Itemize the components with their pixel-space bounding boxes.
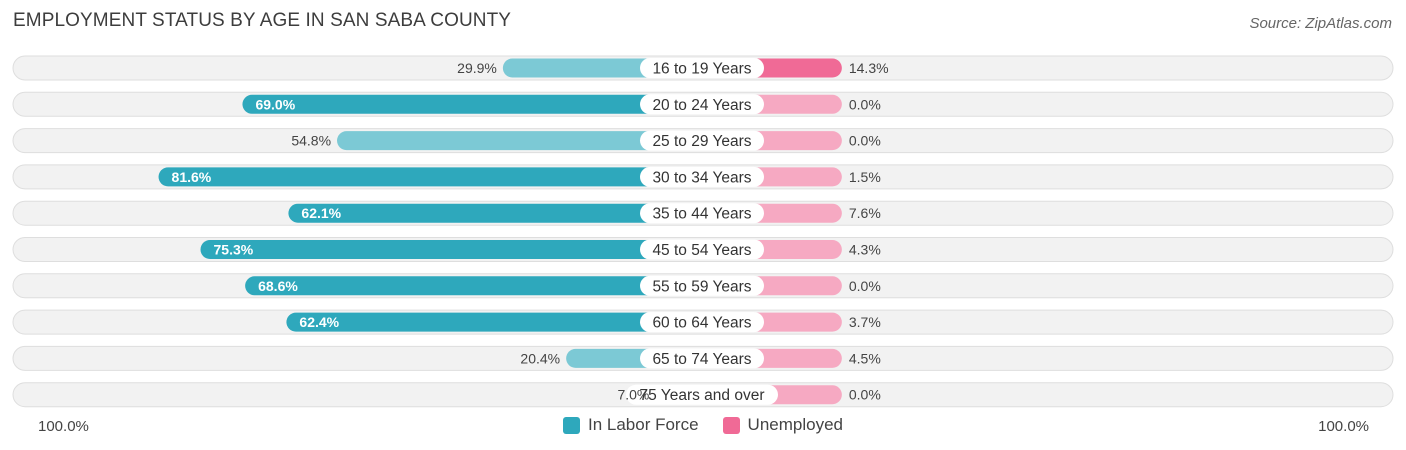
labor-force-value-6: 75.3% <box>214 242 254 258</box>
category-pill-9 <box>640 348 764 369</box>
category-pill-6 <box>640 239 764 260</box>
category-pill-5 <box>640 203 764 224</box>
labor-force-value-1: 29.9% <box>457 60 497 76</box>
category-pill-7 <box>640 275 764 296</box>
legend: In Labor Force Unemployed <box>0 415 1406 435</box>
category-pill-4 <box>640 166 764 187</box>
unemployed-value-5: 7.6% <box>849 205 881 221</box>
unemployed-value-2: 0.0% <box>849 96 881 112</box>
category-label-7: 55 to 59 Years <box>652 278 751 295</box>
unemployed-value-4: 1.5% <box>849 169 881 185</box>
category-label-6: 45 to 54 Years <box>652 242 751 259</box>
labor-force-value-4: 81.6% <box>172 169 212 185</box>
labor-force-value-8: 62.4% <box>299 314 339 330</box>
labor-force-value-3: 54.8% <box>291 133 331 149</box>
labor-force-bar-2 <box>242 94 702 114</box>
category-label-3: 25 to 29 Years <box>652 133 751 150</box>
category-label-8: 60 to 64 Years <box>652 315 751 332</box>
unemployed-value-8: 3.7% <box>849 314 881 330</box>
unemployed-value-6: 4.3% <box>849 242 881 258</box>
labor-force-value-5: 62.1% <box>301 205 341 221</box>
category-pill-3 <box>640 130 764 151</box>
axis-right-label: 100.0% <box>1318 418 1369 435</box>
labor-force-bar-6 <box>200 240 702 259</box>
category-pill-2 <box>640 94 764 115</box>
category-label-1: 16 to 19 Years <box>652 61 751 78</box>
legend-swatch-unemployed <box>722 416 740 434</box>
labor-force-bar-7 <box>245 276 702 296</box>
category-pill-8 <box>640 312 764 333</box>
category-label-5: 35 to 44 Years <box>652 206 751 223</box>
unemployed-value-9: 4.5% <box>849 350 881 366</box>
labor-force-value-2: 69.0% <box>255 96 295 112</box>
legend-label-labor-force: In Labor Force <box>587 415 699 434</box>
unemployed-value-10: 0.0% <box>849 387 881 403</box>
legend-label-unemployed: Unemployed <box>747 415 843 434</box>
category-pill-10 <box>626 384 778 405</box>
category-pill-1 <box>640 58 764 78</box>
category-label-10: 75 Years and over <box>640 387 765 404</box>
category-label-4: 30 to 34 Years <box>652 169 751 186</box>
labor-force-bar-5 <box>288 203 702 223</box>
unemployed-value-3: 0.0% <box>849 133 881 149</box>
labor-force-bar-3 <box>337 131 702 151</box>
chart-plot: 16 to 19 Years 29.9% 14.3% 20 to 24 Years 69… <box>12 55 1394 408</box>
source-credit: Source: ZipAtlas.com <box>1249 15 1392 32</box>
labor-force-value-10: 7.0% <box>617 387 649 403</box>
axis-left-label: 100.0% <box>38 418 89 435</box>
labor-force-bar-4 <box>158 167 702 187</box>
labor-force-bar-8 <box>286 312 702 332</box>
legend-item-unemployed: Unemployed <box>722 415 843 435</box>
labor-force-value-7: 68.6% <box>258 278 298 294</box>
legend-swatch-labor-force <box>562 416 580 434</box>
category-label-2: 20 to 24 Years <box>652 97 751 114</box>
legend-item-labor-force: In Labor Force <box>562 415 699 435</box>
labor-force-value-9: 20.4% <box>520 350 560 366</box>
unemployed-value-1: 14.3% <box>849 60 889 76</box>
chart-title: EMPLOYMENT STATUS BY AGE IN SAN SABA COU… <box>13 10 512 31</box>
unemployed-value-7: 0.0% <box>849 278 881 294</box>
category-label-9: 65 to 74 Years <box>652 351 751 368</box>
